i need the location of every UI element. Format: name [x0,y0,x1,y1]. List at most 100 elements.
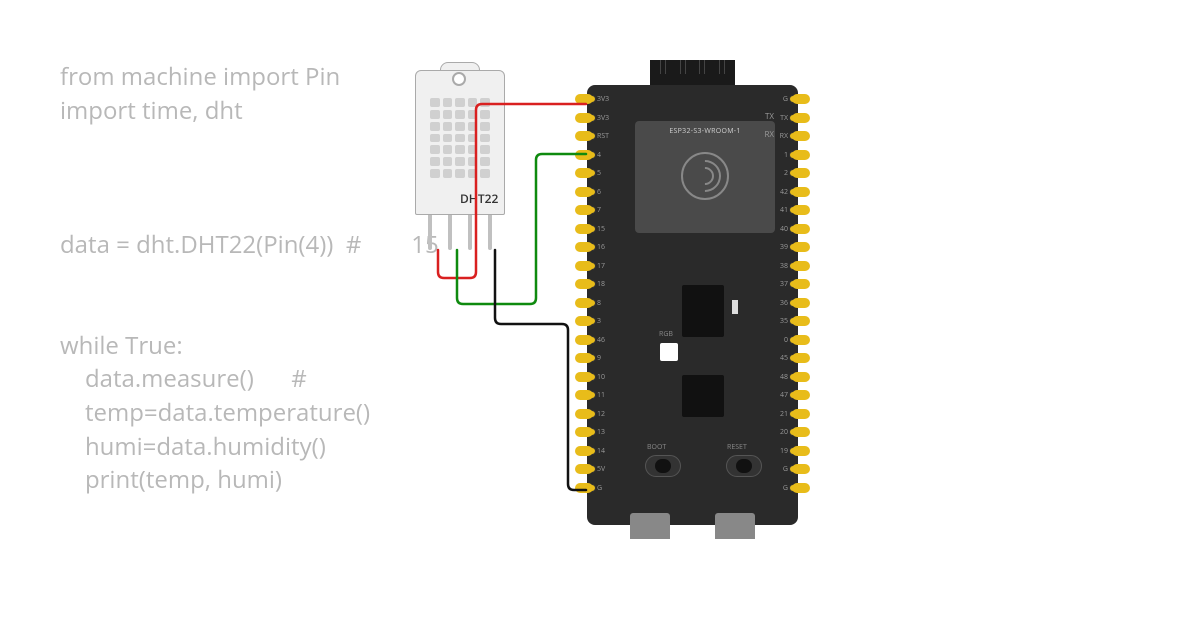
header-pin [575,298,593,308]
reset-button[interactable] [726,455,762,477]
vent-icon [468,98,478,107]
boot-button[interactable] [645,455,681,477]
usb-port [715,513,755,539]
code-line: while True: [60,329,183,362]
esp32-pcb: ESP32-S3-WROOM-1 RGB BOOT RESET UART USB… [587,85,798,525]
code-line: temp=data.temperature() [60,396,370,429]
pin-label: 3V3 [597,114,609,123]
pin-label: 48 [780,373,788,382]
vent-icon [430,122,440,131]
header-pin [792,316,810,326]
header-pin [792,205,810,215]
code-line: humi=data.humidity() [60,430,326,463]
code-line: data.measure() # [60,362,307,395]
wiring-diagram: DHT22 ESP32-S3-WROOM-1 RGB BOOT RESET UA… [410,60,890,560]
vent-icon [468,110,478,119]
esp32-board: ESP32-S3-WROOM-1 RGB BOOT RESET UART USB… [575,60,810,560]
vent-icon [443,134,453,143]
header-pin [575,390,593,400]
pin-label: 13 [597,428,605,437]
pin-label: 3 [597,317,601,326]
vent-icon [443,98,453,107]
header-pin [792,242,810,252]
pin-label: 11 [597,391,605,400]
vent-icon [430,110,440,119]
rx-indicator: RX [764,129,774,140]
vent-icon [480,110,490,119]
pin-label: 40 [780,225,788,234]
pin-label: 6 [597,188,601,197]
pin-label: 10 [597,373,605,382]
pin-label: G [597,484,602,493]
pin-label: 16 [597,243,605,252]
header-pin [575,279,593,289]
header-pin [575,372,593,382]
pin-label: RX [780,132,788,141]
rgb-label: RGB [659,330,673,339]
header-pin [575,261,593,271]
vent-icon [480,134,490,143]
chip-icon [682,375,724,417]
esp32-antenna [650,60,735,88]
header-pin [792,261,810,271]
header-pin [575,316,593,326]
header-pin [792,483,810,493]
header-pin [575,187,593,197]
header-pin [575,427,593,437]
vent-icon [430,98,440,107]
dht22-sensor: DHT22 [410,70,510,250]
pin-label: 1 [784,151,788,160]
component-icon [732,300,738,314]
uart-port [630,513,670,539]
pin-header-left [575,94,593,501]
header-pin [575,409,593,419]
pin-label: 35 [780,317,788,326]
dht-pin [448,215,452,250]
reset-label: RESET [727,443,747,452]
vent-icon [480,122,490,131]
pin-label: 47 [780,391,788,400]
pin-label: 12 [597,410,605,419]
code-line: import time, dht [60,94,243,127]
vent-icon [480,145,490,154]
vent-icon [455,134,465,143]
header-pin [792,409,810,419]
header-pin [575,131,593,141]
header-pin [792,279,810,289]
header-pin [792,446,810,456]
pin-label: 17 [597,262,605,271]
boot-label: BOOT [647,443,666,452]
header-pin [575,168,593,178]
header-pin [792,131,810,141]
vent-icon [455,169,465,178]
pin-label: 45 [780,354,788,363]
pin-label: 20 [780,428,788,437]
vent-icon [468,145,478,154]
pin-label: 46 [597,336,605,345]
header-pin [792,372,810,382]
header-pin [792,298,810,308]
header-pin [575,94,593,104]
vent-icon [468,122,478,131]
header-pin [792,224,810,234]
pin-label: G [783,484,788,493]
header-pin [792,335,810,345]
code-line: from machine import Pin [60,60,340,93]
code-line: print(temp, humi) [60,463,282,496]
header-pin [792,390,810,400]
header-pin [575,224,593,234]
header-pin [575,353,593,363]
vent-icon [455,98,465,107]
pin-label: 18 [597,280,605,289]
shield-label: ESP32-S3-WROOM-1 [669,127,740,136]
vent-icon [443,169,453,178]
pin-label: 2 [784,169,788,178]
wire-gnd [495,250,586,490]
vent-icon [455,122,465,131]
pin-header-right [792,94,810,501]
header-pin [575,483,593,493]
pin-label: 41 [780,206,788,215]
pin-label: 15 [597,225,605,234]
vent-icon [468,169,478,178]
header-pin [792,94,810,104]
